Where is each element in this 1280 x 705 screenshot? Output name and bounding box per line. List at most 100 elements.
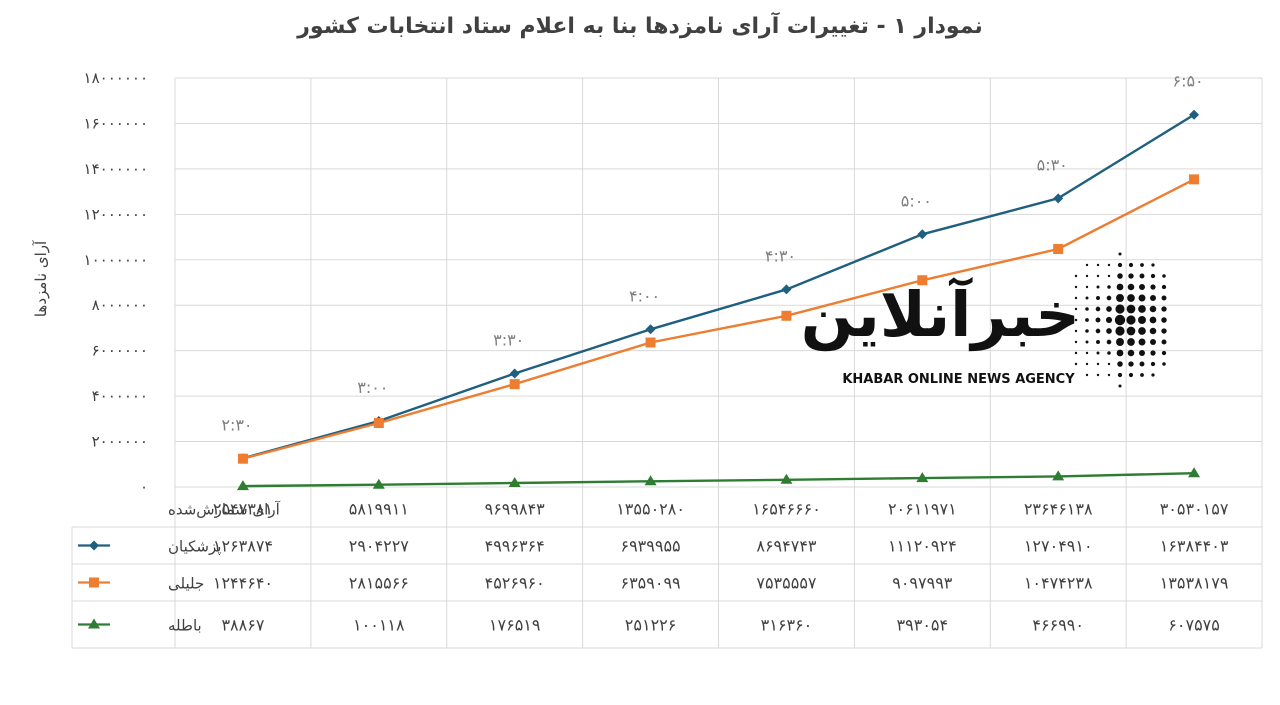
globe-dot: [1150, 284, 1156, 290]
table-cell-value: ۱۷۶۵۱۹: [489, 616, 541, 635]
globe-dot: [1115, 326, 1125, 336]
globe-dot: [1150, 339, 1156, 345]
legend-series-name: پزشکیان: [168, 538, 221, 557]
globe-dot: [1116, 349, 1124, 357]
data-point: [644, 475, 657, 486]
data-point: [917, 275, 928, 286]
globe-dot: [1149, 316, 1157, 324]
series-lines: [242, 113, 1195, 488]
data-point: [236, 480, 249, 491]
globe-dot: [1085, 285, 1089, 289]
globe-dot: [1161, 328, 1167, 334]
globe-dot: [1085, 329, 1089, 333]
globe-dot: [1096, 373, 1100, 377]
globe-dot: [1074, 351, 1078, 355]
table-cell-value: ۱۲۶۳۸۷۴: [213, 537, 273, 556]
table-cell-value: ۷۵۳۵۵۵۷: [756, 574, 817, 593]
data-point: [509, 368, 520, 379]
globe-dot: [1074, 307, 1078, 311]
globe-dot: [1095, 306, 1101, 312]
globe-dot: [1140, 263, 1144, 267]
data-point: [372, 478, 385, 489]
data-point: [916, 472, 929, 483]
data-point: [237, 453, 248, 464]
y-tick-label: ۱۲۰۰۰۰۰۰: [84, 205, 148, 223]
time-annotation: ۴:۳۰: [765, 246, 796, 265]
table-cell-value: ۸۶۹۴۷۴۳: [756, 537, 817, 556]
time-annotation: ۵:۰۰: [901, 191, 932, 210]
globe-dot: [1117, 273, 1123, 279]
globe-dot: [1085, 340, 1089, 344]
data-point: [1052, 470, 1065, 481]
data-point: [508, 476, 521, 487]
globe-dot: [1138, 316, 1146, 324]
globe-dot: [1161, 339, 1167, 345]
y-tick-label: ۸۰۰۰۰۰۰: [92, 296, 148, 314]
globe-dot: [1096, 351, 1100, 355]
data-point: [1053, 193, 1064, 204]
x-category-label: ۱۶۵۴۶۶۶۰: [752, 500, 821, 519]
globe-dot: [1151, 373, 1155, 377]
globe-dot: [1107, 373, 1111, 377]
globe-dot: [1126, 326, 1136, 336]
data-point: [917, 229, 928, 240]
globe-dot: [1074, 329, 1078, 333]
globe-dot: [1106, 306, 1112, 312]
legend-key-marker: [89, 540, 99, 551]
globe-dot: [1095, 317, 1101, 323]
data-point: [645, 337, 656, 348]
globe-dot: [1116, 338, 1124, 346]
globe-dot: [1107, 274, 1111, 278]
globe-dot: [1118, 252, 1122, 256]
table-cell-value: ۲۵۱۲۲۶: [625, 616, 677, 635]
globe-dot: [1139, 273, 1145, 279]
globe-dot: [1139, 350, 1145, 356]
globe-dot: [1096, 263, 1100, 267]
y-tick-label: ۱۶۰۰۰۰۰۰: [84, 114, 148, 132]
time-annotation: ۴:۰۰: [629, 286, 660, 305]
globe-dot: [1161, 350, 1167, 356]
logo-subtitle: KHABAR ONLINE NEWS AGENCY: [842, 372, 1075, 387]
x-category-label: ۲۰۶۱۱۹۷۱: [888, 500, 957, 519]
globe-dot: [1127, 283, 1135, 291]
table-cell-value: ۳۹۳۰۵۴: [897, 616, 949, 635]
x-category-label: ۲۵۴۷۳۸۱: [213, 500, 273, 519]
legend-series-name: جلیلی: [168, 575, 204, 593]
time-labels: ۲:۳۰ ۳:۰۰ ۳:۳۰ ۴:۰۰ ۴:۳۰ ۵:۰۰ ۵:۳۰ ۶:۵۰: [221, 72, 1203, 435]
table-cell-value: ۳۸۸۶۷: [221, 616, 264, 635]
globe-dot: [1140, 373, 1144, 377]
data-point: [645, 324, 656, 335]
globe-dot: [1128, 273, 1134, 279]
table-cell-value: ۶۹۳۹۹۵۵: [620, 537, 680, 556]
y-tick-label: ۱۸۰۰۰۰۰۰: [84, 69, 148, 87]
data-point: [1053, 244, 1064, 255]
x-category-label: ۱۳۵۵۰۲۸۰: [616, 500, 685, 519]
globe-dot: [1138, 294, 1146, 302]
globe-dot: [1116, 294, 1124, 302]
globe-dot: [1150, 273, 1156, 279]
x-category-label: ۲۳۶۴۶۱۳۸: [1024, 500, 1093, 519]
globe-dot: [1126, 315, 1136, 325]
globe-dot: [1106, 295, 1112, 301]
y-tick-label: ۱۰۰۰۰۰۰۰: [84, 251, 148, 269]
globe-dot: [1085, 373, 1089, 377]
globe-dot: [1161, 306, 1167, 312]
globe-dot: [1161, 284, 1167, 290]
globe-dot: [1095, 328, 1101, 334]
table-cell-value: ۶۰۷۵۷۵: [1168, 616, 1220, 635]
logo-globe-icon: [1074, 252, 1167, 388]
table-cell-value: ۱۰۴۷۴۲۳۸: [1024, 574, 1093, 593]
table-cell-value: ۱۶۳۸۴۴۰۳: [1160, 537, 1229, 556]
x-category-label: ۵۸۱۹۹۱۱: [349, 500, 409, 519]
y-tick-label: ۲۰۰۰۰۰۰: [92, 433, 148, 451]
globe-dot: [1150, 295, 1156, 301]
series-line: [242, 471, 1195, 488]
globe-dot: [1096, 362, 1100, 366]
table-cell-value: ۱۳۵۳۸۱۷۹: [1160, 574, 1229, 593]
y-tick-label: ۱۴۰۰۰۰۰۰: [84, 160, 148, 178]
globe-dot: [1150, 350, 1156, 356]
globe-dot: [1106, 339, 1112, 345]
table-cell-value: ۴۹۹۶۳۶۴: [485, 537, 545, 556]
table-cell-value: ۱۲۷۰۴۹۱۰: [1024, 537, 1093, 556]
